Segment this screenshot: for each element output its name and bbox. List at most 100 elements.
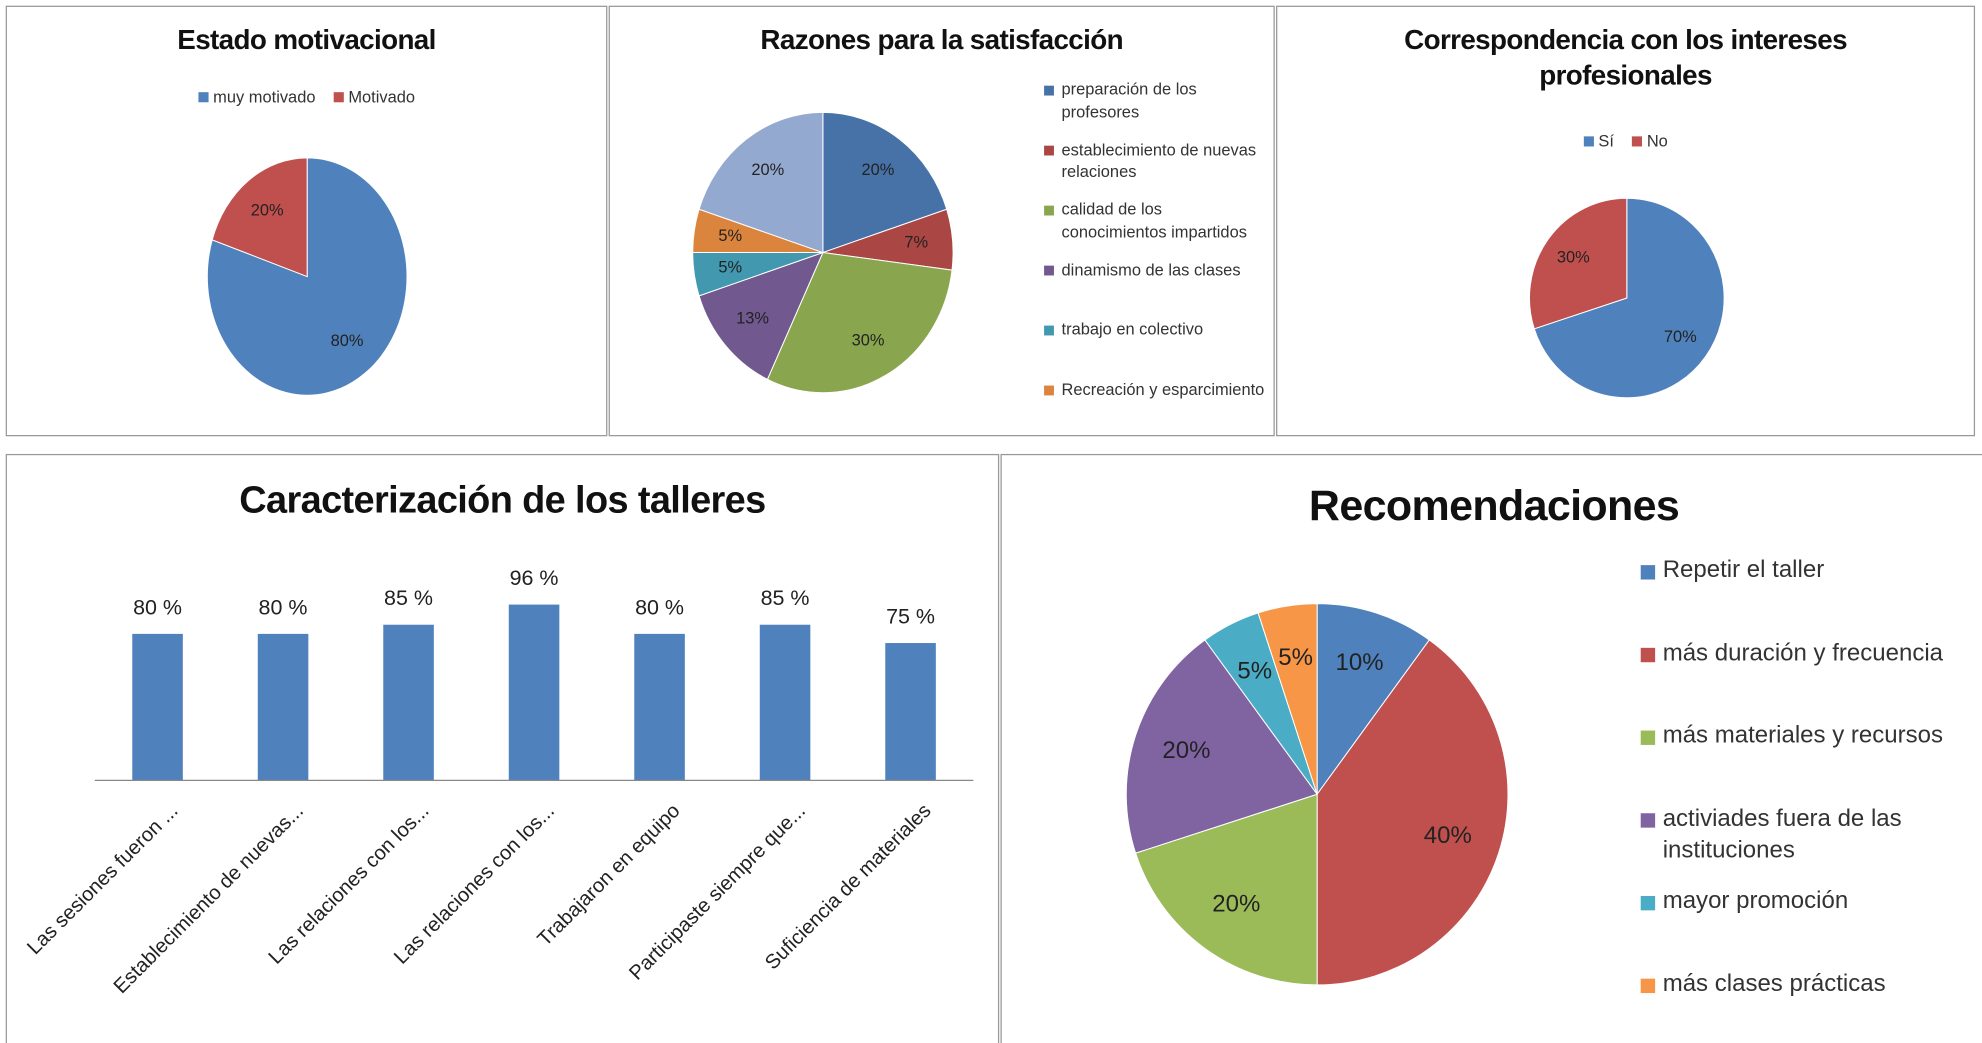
pie-slice — [1316, 603, 1431, 796]
pie-slice — [1316, 639, 1509, 986]
legend-label-box: activiades fuera de las instituciones — [1662, 804, 1902, 864]
legend-label: establecimiento de nuevas relaciones — [1061, 139, 1257, 181]
pie-slice — [822, 111, 948, 254]
data-label: 30% — [852, 331, 885, 349]
chart-title: Razones para la satisfacción — [760, 23, 1123, 56]
legend-label: Repetir el taller — [1662, 556, 1825, 584]
chart-title-box: Caracterización de los talleres — [239, 479, 766, 522]
legend-label-box: Repetir el taller — [1662, 556, 1825, 584]
chart-title: Recomendaciones — [1308, 482, 1680, 531]
chart-title-box: Recomendaciones — [1308, 482, 1680, 531]
legend: muy motivado Motivado — [6, 86, 606, 108]
legend-swatch — [1044, 205, 1054, 216]
legend-label-box: más clases prácticas — [1662, 970, 1886, 997]
legend-item: No — [1631, 130, 1668, 152]
data-label: 5% — [718, 259, 742, 277]
legend-swatch — [1631, 136, 1642, 147]
data-label: 80% — [331, 332, 364, 350]
bar — [885, 643, 936, 781]
legend-label-box: preparación de los profesores — [1061, 79, 1197, 121]
legend-swatch — [1044, 85, 1054, 96]
pie-slice — [1528, 197, 1628, 330]
pie-slice — [698, 251, 824, 381]
bar — [257, 633, 309, 781]
bar — [508, 604, 560, 781]
data-label: 7% — [904, 233, 928, 251]
legend-label-box: trabajo en colectivo — [1061, 319, 1204, 339]
legend-label-box: dinamismo de las clases — [1061, 259, 1241, 279]
legend: Sí No — [1277, 130, 1975, 152]
legend-label-box: calidad de los conocimientos impartidos — [1061, 199, 1247, 241]
data-label: 96 % — [510, 566, 559, 590]
data-label: 20% — [1212, 891, 1260, 918]
legend-label: dinamismo de las clases — [1061, 259, 1241, 279]
legend-label: más duración y frecuencia — [1662, 639, 1944, 667]
legend-label: mayor promoción — [1662, 887, 1849, 915]
data-label: 85 % — [761, 586, 810, 610]
legend-swatch — [1044, 265, 1054, 276]
legend-swatch — [1640, 978, 1656, 994]
chart-title-box: Razones para la satisfacción — [760, 23, 1123, 56]
legend-swatch — [198, 91, 209, 102]
data-label: 75 % — [886, 604, 935, 628]
legend-label: muy motivado — [213, 87, 316, 107]
pie-slice — [1125, 639, 1318, 854]
pie-slice — [698, 111, 824, 254]
legend-box: Sí No — [1277, 130, 1975, 152]
legend-swatch — [1044, 325, 1054, 336]
legend-swatch — [1044, 145, 1054, 156]
data-label: 70% — [1664, 328, 1697, 346]
legend-swatch — [1583, 136, 1594, 147]
data-label: 5% — [1278, 644, 1313, 671]
legend-label-box: Recreación y esparcimiento — [1061, 379, 1265, 399]
legend-label: activiades fuera de las instituciones — [1662, 804, 1902, 864]
chart-title: Correspondencia con los intereses profes… — [1404, 23, 1847, 91]
data-label: 10% — [1336, 649, 1384, 676]
data-label: 80 % — [259, 595, 308, 619]
pie-slice — [766, 251, 953, 394]
pie-slice — [1134, 793, 1318, 986]
legend-label: más materiales y recursos — [1662, 722, 1943, 749]
data-label: 85 % — [384, 586, 433, 610]
legend-swatch — [1044, 385, 1054, 396]
bar — [132, 633, 183, 781]
bar — [383, 624, 434, 781]
data-label: 20% — [251, 202, 284, 220]
data-label: 13% — [736, 310, 769, 328]
chart-title-box: Estado motivacional — [177, 23, 436, 56]
data-label: 5% — [1237, 657, 1272, 684]
legend-swatch — [333, 91, 344, 102]
legend-item: Motivado — [333, 86, 415, 108]
data-label: 5% — [718, 227, 742, 245]
data-label: 20% — [1162, 737, 1210, 764]
legend-label: No — [1646, 131, 1668, 151]
legend-item: Sí — [1583, 130, 1614, 152]
data-label: 80 % — [133, 595, 182, 619]
legend-label: más clases prácticas — [1662, 970, 1886, 997]
data-label: 40% — [1424, 822, 1472, 849]
chart-title: Estado motivacional — [177, 23, 436, 56]
bar — [634, 633, 685, 781]
legend-swatch — [1640, 895, 1656, 911]
legend-box: muy motivado Motivado — [6, 86, 606, 108]
chart-title: Caracterización de los talleres — [239, 479, 766, 522]
pie-slice — [1533, 197, 1725, 399]
legend-label: Recreación y esparcimiento — [1061, 379, 1265, 399]
legend-item: muy motivado — [198, 86, 315, 108]
legend-swatch — [1640, 565, 1656, 580]
legend-swatch — [1640, 813, 1656, 828]
data-label: 20% — [751, 161, 784, 179]
data-label: 20% — [862, 161, 895, 179]
legend-label-box: más duración y frecuencia — [1662, 639, 1944, 667]
data-label: 80 % — [635, 595, 684, 619]
legend-swatch — [1640, 647, 1656, 663]
legend-label: trabajo en colectivo — [1061, 319, 1204, 339]
legend-label: Sí — [1598, 131, 1614, 151]
pie-slice — [211, 157, 308, 278]
legend-label: preparación de los profesores — [1061, 79, 1197, 121]
bar — [759, 624, 811, 781]
legend-label: calidad de los conocimientos impartidos — [1061, 199, 1247, 241]
data-label: 30% — [1557, 248, 1590, 266]
